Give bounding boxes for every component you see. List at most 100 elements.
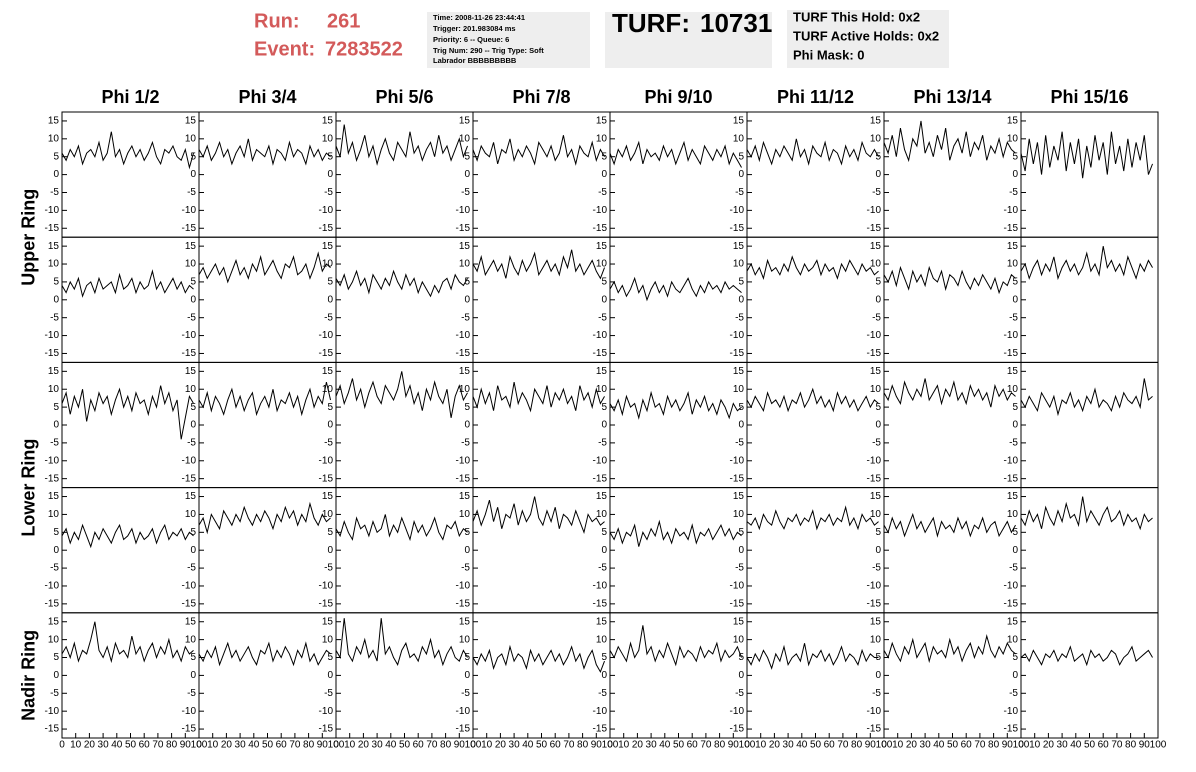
y-tick-label: 10 (733, 133, 745, 144)
y-tick-label: 10 (48, 259, 60, 270)
y-tick-label: -15 (867, 724, 882, 735)
y-tick-label: -10 (456, 205, 471, 216)
y-tick-label: -15 (730, 724, 745, 735)
y-tick-label: -10 (45, 330, 60, 341)
y-tick-label: -5 (324, 187, 333, 198)
y-tick-label: -15 (182, 724, 197, 735)
x-tick-label: 70 (289, 740, 301, 751)
x-tick-label: 50 (536, 740, 548, 751)
y-tick-label: 10 (596, 634, 608, 645)
y-tick-label: 0 (1012, 545, 1018, 556)
y-tick-label: 15 (870, 491, 882, 502)
x-tick-label: 30 (98, 740, 110, 751)
y-tick-label: 0 (53, 545, 59, 556)
y-tick-label: -15 (730, 223, 745, 234)
column-header: Phi 9/10 (644, 87, 712, 107)
info-box (427, 12, 590, 68)
x-tick-label: 40 (659, 740, 671, 751)
turf-line: Phi Mask: 0 (793, 47, 865, 62)
waveform (1020, 496, 1153, 531)
y-tick-label: 15 (870, 366, 882, 377)
y-tick-label: 0 (601, 169, 607, 180)
y-tick-label: 10 (185, 384, 197, 395)
x-tick-label: 80 (988, 740, 1000, 751)
x-tick-label: 0 (1018, 740, 1024, 751)
y-tick-label: 0 (53, 294, 59, 305)
y-tick-label: -5 (1009, 688, 1018, 699)
y-tick-label: 5 (1012, 151, 1018, 162)
y-tick-label: 5 (738, 652, 744, 663)
y-tick-label: -5 (598, 312, 607, 323)
y-tick-label: -5 (598, 563, 607, 574)
y-tick-label: -15 (319, 348, 334, 359)
y-tick-label: -10 (182, 455, 197, 466)
x-tick-label: 50 (810, 740, 822, 751)
y-tick-label: 0 (464, 545, 470, 556)
y-tick-label: -10 (867, 706, 882, 717)
y-tick-label: 0 (464, 294, 470, 305)
turf-status-box (787, 10, 949, 68)
y-tick-label: -5 (50, 563, 59, 574)
x-tick-label: 70 (700, 740, 712, 751)
turf-line: TURF This Hold: 0x2 (793, 9, 920, 24)
y-tick-label: 10 (48, 384, 60, 395)
y-tick-label: -15 (45, 724, 60, 735)
x-tick-label: 60 (139, 740, 151, 751)
x-tick-label: 30 (235, 740, 247, 751)
x-tick-label: 30 (509, 740, 521, 751)
y-tick-label: -15 (45, 473, 60, 484)
y-tick-label: -10 (730, 455, 745, 466)
x-tick-label: 50 (262, 740, 274, 751)
y-tick-label: 15 (733, 116, 745, 127)
y-tick-label: 15 (322, 616, 334, 627)
y-tick-label: -15 (730, 473, 745, 484)
y-tick-label: -10 (182, 581, 197, 592)
y-tick-label: -5 (324, 688, 333, 699)
y-tick-label: -15 (1004, 348, 1019, 359)
y-tick-label: 0 (53, 670, 59, 681)
y-tick-label: -15 (319, 473, 334, 484)
y-tick-label: -15 (593, 348, 608, 359)
y-tick-label: 5 (875, 151, 881, 162)
y-tick-label: 5 (738, 151, 744, 162)
y-tick-label: -5 (461, 312, 470, 323)
waveform (746, 643, 879, 670)
y-tick-label: 15 (596, 616, 608, 627)
y-tick-label: 15 (322, 366, 334, 377)
y-tick-label: 0 (1012, 420, 1018, 431)
y-tick-label: 5 (327, 402, 333, 413)
y-tick-label: 10 (1007, 509, 1019, 520)
y-tick-label: 5 (601, 277, 607, 288)
y-tick-label: 0 (327, 545, 333, 556)
y-tick-label: -15 (867, 473, 882, 484)
y-tick-label: 0 (875, 420, 881, 431)
y-tick-label: 5 (1012, 652, 1018, 663)
y-tick-label: 5 (464, 402, 470, 413)
column-header: Phi 15/16 (1050, 87, 1128, 107)
x-tick-label: 90 (180, 740, 192, 751)
y-tick-label: -15 (1004, 223, 1019, 234)
waveform (883, 265, 1016, 295)
y-tick-label: 15 (459, 366, 471, 377)
x-tick-label: 20 (221, 740, 233, 751)
y-tick-label: -15 (182, 348, 197, 359)
x-tick-label: 0 (881, 740, 887, 751)
y-tick-label: 15 (733, 366, 745, 377)
waveform (746, 505, 879, 531)
y-tick-label: 15 (870, 116, 882, 127)
x-tick-label: 80 (714, 740, 726, 751)
x-tick-label: 20 (769, 740, 781, 751)
y-tick-label: 10 (596, 384, 608, 395)
x-tick-label: 100 (328, 740, 345, 751)
y-tick-label: -10 (45, 455, 60, 466)
y-tick-label: -5 (50, 187, 59, 198)
x-tick-label: 100 (739, 740, 756, 751)
row-label: Nadir Ring (19, 630, 39, 721)
y-tick-label: -10 (730, 330, 745, 341)
y-tick-label: 10 (733, 384, 745, 395)
waveform (883, 634, 1016, 664)
y-tick-label: -15 (593, 598, 608, 609)
waveform (609, 625, 742, 667)
waveform (609, 276, 742, 302)
